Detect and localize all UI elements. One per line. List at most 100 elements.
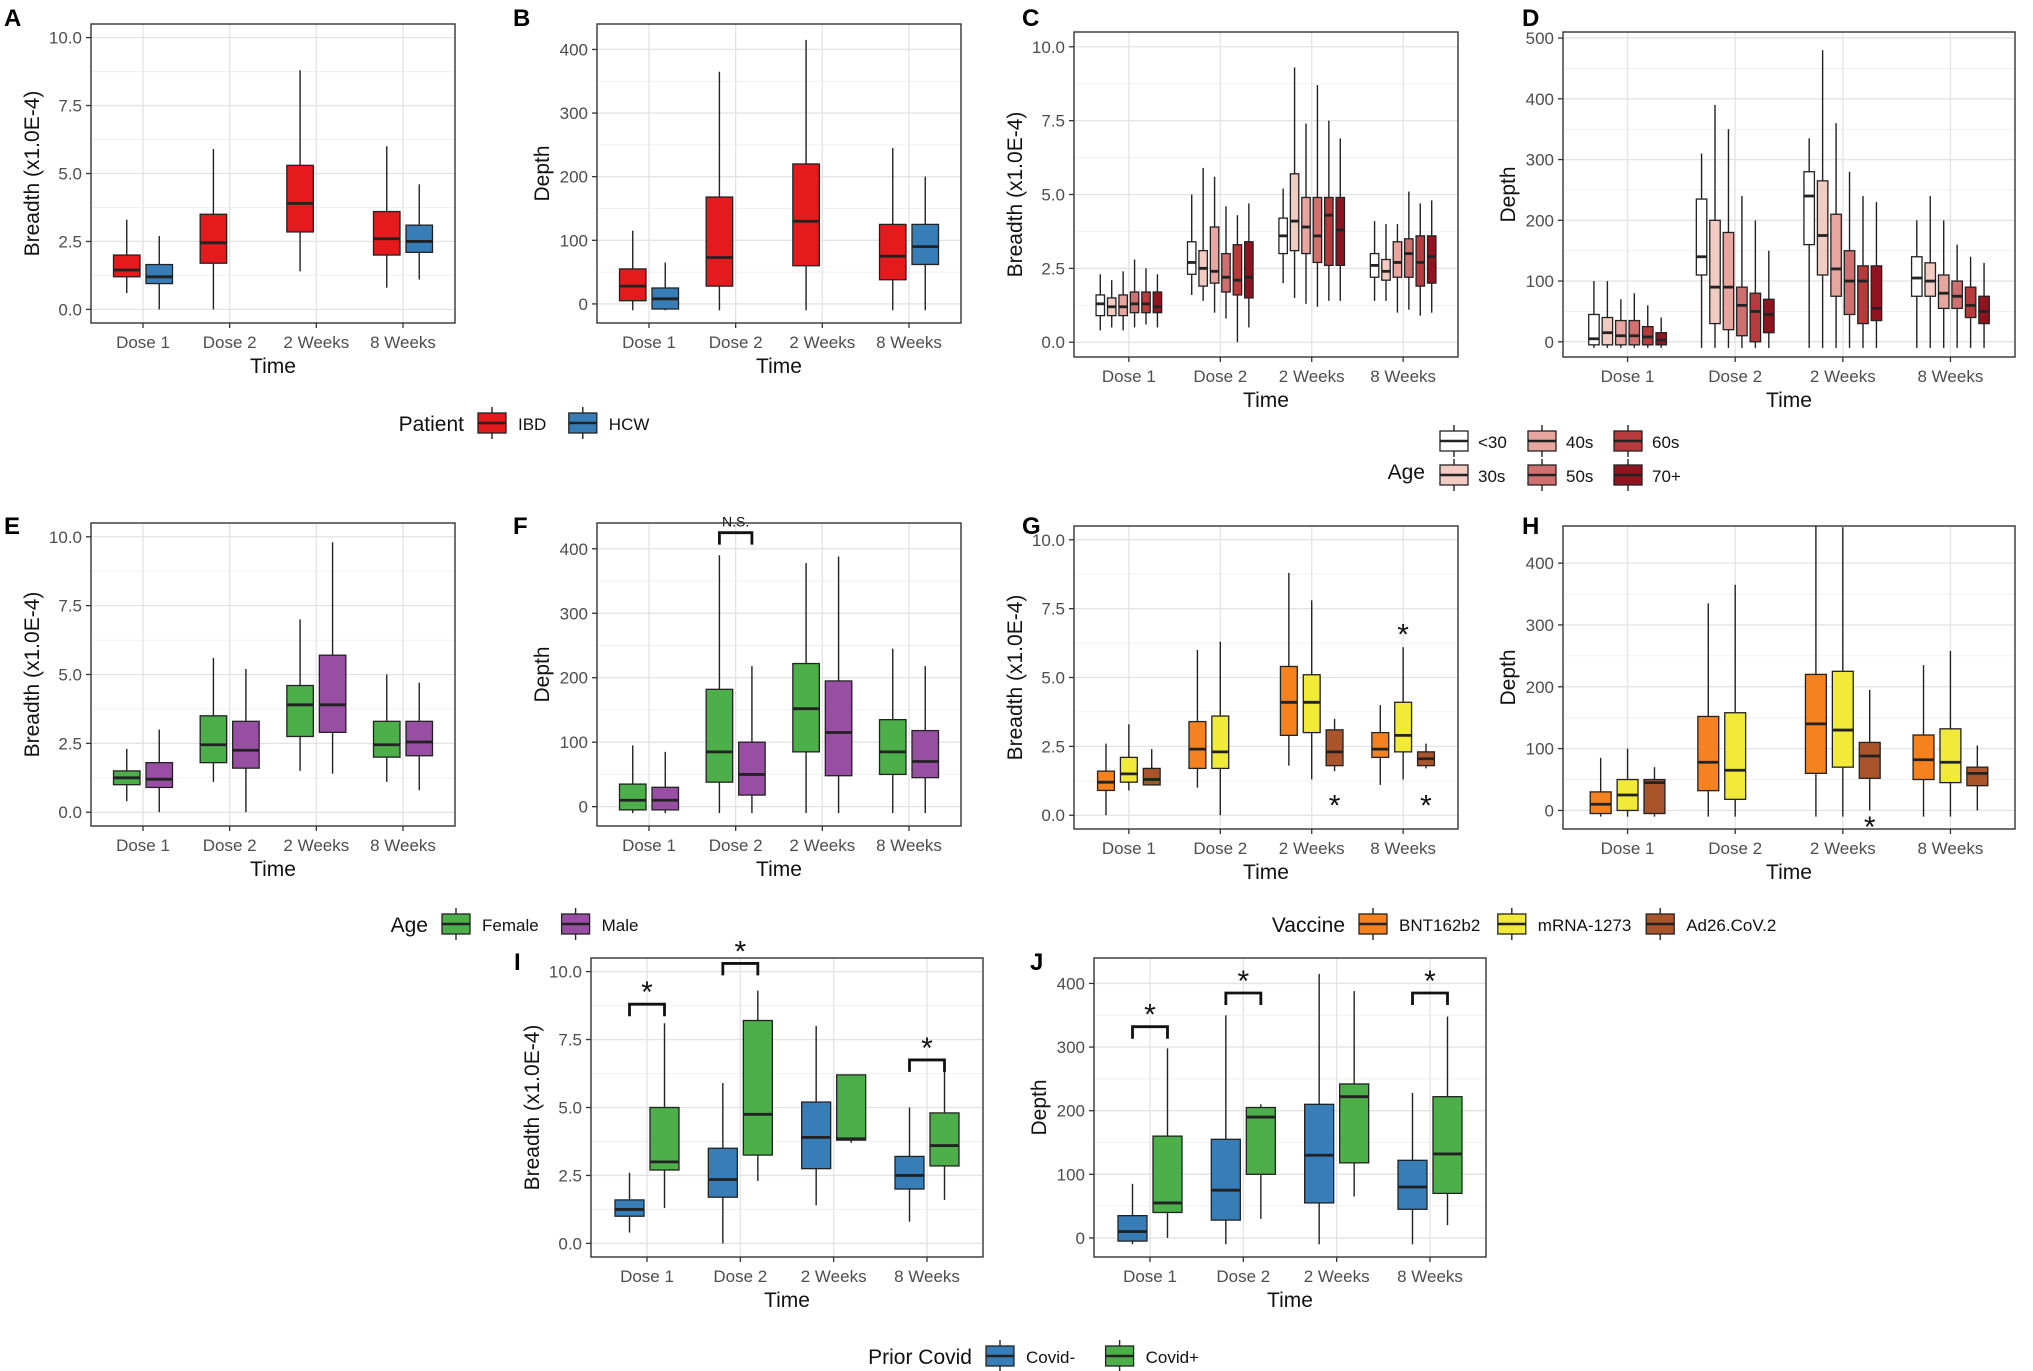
significance-bracket bbox=[628, 1002, 666, 1017]
box-body bbox=[836, 1074, 867, 1141]
box--30-dose-1 bbox=[1095, 274, 1106, 331]
box-30s-dose-2 bbox=[1198, 167, 1209, 301]
box-body bbox=[1816, 180, 1829, 276]
box-covid--8-weeks bbox=[1397, 1092, 1428, 1245]
box-bnt162b2-dose-2 bbox=[1697, 603, 1720, 817]
box-body bbox=[1312, 196, 1323, 264]
panel-label: H bbox=[1522, 513, 1539, 540]
y-tick-label: 7.5 bbox=[558, 1031, 582, 1050]
box-30s-8-weeks bbox=[1924, 196, 1937, 348]
legend-label: 30s bbox=[1478, 467, 1505, 486]
y-tick-label: 10.0 bbox=[549, 963, 582, 982]
panel-label: A bbox=[4, 5, 21, 32]
box-mrna-1273-8-weeks bbox=[1394, 647, 1413, 780]
box-60s-dose-1 bbox=[1641, 305, 1654, 348]
legend-label: mRNA-1273 bbox=[1538, 916, 1632, 935]
box-body bbox=[894, 1155, 925, 1190]
box-bnt162b2-dose-1 bbox=[1096, 743, 1116, 816]
box-body bbox=[1335, 196, 1346, 267]
box-70--2-weeks bbox=[1335, 138, 1346, 301]
y-tick-label: 100 bbox=[1526, 272, 1554, 291]
box-body bbox=[792, 163, 820, 267]
y-tick-label: 5.0 bbox=[58, 666, 82, 685]
x-tick-label: 8 Weeks bbox=[1370, 367, 1436, 386]
box-70--dose-2 bbox=[1762, 250, 1775, 348]
box-covid--2-weeks bbox=[836, 1074, 867, 1143]
box-body bbox=[1601, 316, 1614, 346]
plot-background bbox=[597, 523, 961, 826]
box-body bbox=[1325, 729, 1344, 767]
box-covid--dose-1 bbox=[1117, 1183, 1148, 1245]
significance-star: * bbox=[1329, 789, 1341, 822]
box-body bbox=[1211, 715, 1230, 770]
box-40s-dose-2 bbox=[1209, 176, 1220, 313]
significance-bracket bbox=[1224, 991, 1263, 1005]
x-tick-label: Dose 2 bbox=[1193, 839, 1247, 858]
box-body bbox=[1397, 1159, 1428, 1210]
box-30s-dose-2 bbox=[1709, 104, 1721, 348]
box-covid--8-weeks bbox=[894, 1107, 925, 1222]
y-tick-label: 400 bbox=[560, 540, 588, 559]
box-mrna-1273-dose-2 bbox=[1724, 584, 1747, 817]
legend-age-group: Age <30 30s 40s 50s 60s 70+ bbox=[1388, 425, 1681, 491]
significance-label: * bbox=[641, 976, 653, 1009]
y-tick-label: 7.5 bbox=[58, 97, 82, 116]
legend-label: BNT162b2 bbox=[1399, 916, 1480, 935]
box-body bbox=[1381, 258, 1391, 281]
panel-b: 0 100 200 300 400 Dose 1 Dose 2 2 Weeks 8 Weeks T… bbox=[513, 5, 962, 378]
box-70--2-weeks bbox=[1870, 202, 1883, 348]
box-ibd-8-weeks bbox=[372, 146, 401, 288]
significance-bracket bbox=[721, 962, 760, 976]
y-axis-title: Depth bbox=[1028, 1079, 1051, 1135]
y-tick-label: 300 bbox=[1526, 616, 1554, 635]
plot-frame bbox=[596, 23, 962, 324]
x-axis-title: Time bbox=[756, 355, 802, 378]
legend-prior-covid: Prior Covid Covid- Covid+ bbox=[868, 1340, 1199, 1371]
y-axis-title: Breadth (x1.0E-4) bbox=[21, 91, 44, 257]
panel-c: 0.0 2.5 5.0 7.5 10.0 Dose 1 Dose 2 2 Weeks 8 Wee… bbox=[1004, 5, 1459, 412]
box-body bbox=[1118, 294, 1129, 317]
significance-label: N.S. bbox=[722, 514, 749, 530]
box-body bbox=[1142, 767, 1161, 786]
box-body bbox=[1912, 734, 1935, 781]
box-male-8-weeks bbox=[911, 666, 940, 814]
panel-j: * * * 0 100 200 300 400 Dose 1 Dose 2 2 Weeks 8 Wee… bbox=[1028, 949, 1487, 1312]
box-female-8-weeks bbox=[372, 674, 401, 782]
box-body bbox=[929, 1112, 960, 1167]
box-covid--8-weeks bbox=[929, 1064, 960, 1200]
y-tick-label: 5.0 bbox=[1041, 669, 1065, 688]
y-tick-label: 200 bbox=[560, 669, 588, 688]
x-axis-title: Time bbox=[1243, 861, 1289, 884]
box-body bbox=[801, 1101, 832, 1170]
box-50s-dose-2 bbox=[1221, 206, 1231, 319]
box-50s-8-weeks bbox=[1951, 244, 1964, 348]
box-body bbox=[911, 729, 940, 779]
box-body bbox=[145, 263, 174, 285]
x-tick-label: Dose 2 bbox=[709, 836, 763, 855]
x-tick-label: Dose 1 bbox=[1102, 367, 1156, 386]
x-tick-label: 2 Weeks bbox=[789, 333, 855, 352]
box-body bbox=[1209, 226, 1220, 284]
legend-title: Patient bbox=[399, 413, 465, 436]
box-bnt162b2-dose-1 bbox=[1589, 757, 1612, 817]
box-female-dose-1 bbox=[112, 748, 141, 802]
box-body bbox=[1831, 670, 1854, 768]
box-40s-dose-1 bbox=[1614, 299, 1627, 348]
box--30-dose-2 bbox=[1186, 194, 1197, 295]
legend-label: Female bbox=[482, 916, 539, 935]
x-tick-label: 8 Weeks bbox=[1370, 839, 1436, 858]
box-body bbox=[405, 720, 434, 757]
box-ad26-cov-2-2-weeks bbox=[1325, 718, 1344, 772]
box-ad26-cov-2-dose-1 bbox=[1643, 767, 1666, 817]
box-body bbox=[1709, 219, 1721, 325]
box-body bbox=[1939, 728, 1962, 784]
box-body bbox=[1415, 235, 1426, 287]
panel-a: 0.0 2.5 5.0 7.5 10.0 Dose 1 Dose 2 2 Weeks 8 Wee… bbox=[4, 5, 456, 378]
box-bnt162b2-8-weeks bbox=[1912, 665, 1935, 817]
y-tick-label: 7.5 bbox=[1041, 600, 1065, 619]
box-hcw-dose-1 bbox=[651, 262, 680, 311]
box-body bbox=[199, 213, 228, 264]
box-ibd-dose-1 bbox=[112, 219, 141, 294]
box-body bbox=[1724, 712, 1747, 800]
